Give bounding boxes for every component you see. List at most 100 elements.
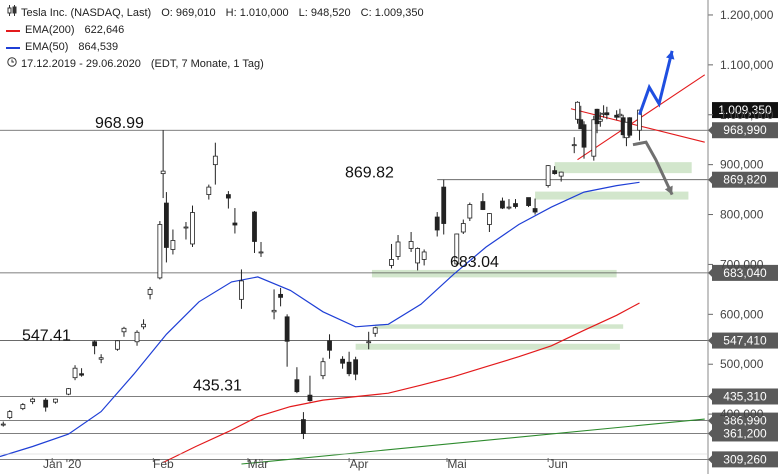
candle bbox=[92, 340, 98, 355]
candle-body bbox=[421, 251, 427, 260]
scenario-arrows bbox=[632, 50, 675, 196]
x-tick-label: Jan '20 bbox=[43, 457, 82, 471]
ema200-value: 622,646 bbox=[84, 24, 125, 36]
candle bbox=[271, 289, 277, 320]
candle bbox=[0, 421, 6, 427]
candle-body bbox=[66, 388, 71, 395]
candle bbox=[7, 410, 13, 420]
candle-body bbox=[258, 251, 264, 254]
candle-body bbox=[434, 216, 440, 231]
candle-body bbox=[206, 186, 212, 195]
candle-body bbox=[340, 358, 345, 364]
candle bbox=[72, 365, 78, 381]
candle-body bbox=[327, 340, 332, 351]
y-tick-label: 1.100,000 bbox=[720, 58, 774, 72]
candle-body bbox=[252, 211, 257, 242]
candle-body bbox=[480, 201, 486, 210]
period-dates: 17.12.2019 - 29.06.2020 bbox=[21, 58, 141, 70]
candle bbox=[571, 137, 577, 154]
level-axis-pointer bbox=[708, 126, 712, 135]
level-chart-label: 435.31 bbox=[193, 377, 242, 394]
support-zone-1 bbox=[554, 162, 692, 174]
y-tick-label: 800,000 bbox=[720, 208, 764, 222]
candle-body bbox=[147, 288, 153, 295]
candle bbox=[160, 130, 166, 199]
candle bbox=[500, 197, 505, 210]
candle bbox=[614, 110, 620, 121]
candle bbox=[346, 351, 352, 377]
y-tick-label: 500,000 bbox=[720, 357, 764, 371]
candle bbox=[627, 117, 633, 138]
bearish-scenario-arrow-head bbox=[664, 185, 673, 195]
ema200-label: EMA(200) bbox=[25, 24, 75, 36]
y-tick-label: 400,000 bbox=[720, 407, 764, 421]
ema50-swatch bbox=[6, 46, 20, 49]
candle bbox=[581, 121, 587, 159]
candle bbox=[115, 340, 120, 351]
candle bbox=[389, 243, 394, 269]
candle-body bbox=[532, 208, 538, 213]
legend-ohlc-row: Tesla Inc. (NASDAQ, Last) O: 969,010 H: … bbox=[6, 5, 424, 22]
candle bbox=[575, 101, 580, 124]
candle-body bbox=[366, 341, 372, 344]
candle bbox=[30, 397, 36, 405]
candle bbox=[66, 388, 71, 396]
candle bbox=[415, 247, 421, 271]
clock-icon bbox=[6, 56, 17, 73]
price-axis: 968,990 869,820 683,040 547,410 435,310 386,9… bbox=[707, 0, 778, 474]
level-axis-pointer bbox=[708, 455, 712, 464]
ema200-line bbox=[162, 302, 640, 464]
candle-body bbox=[415, 248, 421, 264]
candle-body bbox=[284, 316, 290, 342]
candle-body bbox=[115, 340, 120, 350]
y-tick-label: 700,000 bbox=[720, 257, 764, 271]
level-axis-label: 386,990 bbox=[723, 414, 767, 428]
level-axis-box bbox=[712, 388, 778, 405]
candle-body bbox=[395, 241, 401, 257]
candle bbox=[225, 191, 231, 209]
candle-body bbox=[163, 202, 169, 248]
level-axis-pointer bbox=[708, 175, 712, 184]
candle-body bbox=[571, 144, 577, 147]
candle bbox=[487, 213, 492, 232]
candle-body bbox=[278, 293, 283, 298]
candle-body bbox=[578, 119, 584, 130]
candle-body bbox=[581, 124, 587, 148]
level-axis-box bbox=[712, 264, 778, 281]
x-tick-label: Apr bbox=[350, 457, 369, 471]
candle bbox=[170, 229, 176, 255]
candle bbox=[366, 331, 372, 350]
candle bbox=[467, 202, 473, 222]
candle bbox=[121, 326, 127, 337]
chart-legend: Tesla Inc. (NASDAQ, Last) O: 969,010 H: … bbox=[6, 5, 424, 73]
candle-body bbox=[170, 240, 176, 250]
current-price-label: 1.009,350 bbox=[718, 103, 772, 117]
bullish-scenario-arrow bbox=[638, 50, 674, 116]
candle bbox=[601, 105, 606, 118]
x-tick-label: Jun bbox=[548, 457, 567, 471]
ema50-label: EMA(50) bbox=[25, 41, 69, 53]
candle bbox=[239, 269, 244, 309]
ema50-line bbox=[0, 181, 640, 458]
candle bbox=[617, 108, 623, 118]
candle bbox=[526, 197, 531, 208]
candle-body bbox=[72, 367, 78, 379]
candle-body bbox=[141, 323, 146, 328]
candle-body bbox=[597, 118, 603, 122]
candle bbox=[147, 286, 153, 300]
candle-body bbox=[346, 361, 352, 375]
candle bbox=[307, 375, 313, 402]
candle-body bbox=[43, 399, 49, 408]
level-axis-box bbox=[712, 122, 778, 139]
bullish-scenario-arrow-head bbox=[666, 50, 675, 60]
candle-body bbox=[441, 186, 447, 224]
candle-body bbox=[408, 241, 414, 249]
candle bbox=[134, 330, 140, 346]
y-tick-label: 1.000,000 bbox=[720, 108, 774, 122]
candle bbox=[460, 219, 466, 234]
candle bbox=[258, 241, 264, 257]
period-info: (EDT, 7 Monate, 1 Tag) bbox=[150, 58, 264, 70]
candle-body bbox=[134, 331, 140, 343]
candle bbox=[157, 221, 163, 280]
